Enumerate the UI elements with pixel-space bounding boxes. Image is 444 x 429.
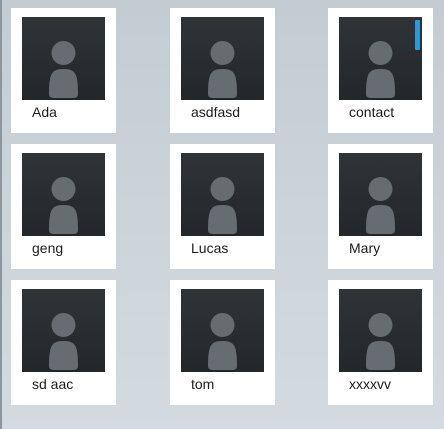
scrollbar-thumb[interactable] [415,20,420,50]
contact-card[interactable]: asdfasd [170,8,275,133]
contact-photo [181,289,264,372]
person-silhouette-icon [208,177,237,234]
person-silhouette-icon [366,41,395,98]
contact-card[interactable]: Ada [11,8,116,133]
contact-photo [22,289,105,372]
contact-photo [181,17,264,100]
contact-card[interactable]: xxxxvv [328,280,433,405]
contact-name: Ada [32,104,57,120]
contact-name: Lucas [191,240,229,256]
contact-name: tom [191,376,215,392]
person-silhouette-icon [208,41,237,98]
window-left-edge [0,0,2,429]
contact-card[interactable]: tom [170,280,275,405]
person-silhouette-icon [366,177,395,234]
person-silhouette-icon [49,177,78,234]
person-silhouette-icon [366,313,395,370]
contact-photo [339,17,422,100]
person-silhouette-icon [208,313,237,370]
contact-name: contact [349,104,395,120]
contact-photo [339,153,422,236]
contact-name: sd aac [32,376,74,392]
contact-name: Mary [349,240,381,256]
contact-name: asdfasd [191,104,241,120]
contact-card[interactable]: Lucas [170,144,275,269]
person-silhouette-icon [49,313,78,370]
contact-photo [22,153,105,236]
contact-photo [339,289,422,372]
person-silhouette-icon [49,41,78,98]
contact-name: geng [32,240,64,256]
contact-card[interactable]: geng [11,144,116,269]
contact-card[interactable]: sd aac [11,280,116,405]
contact-photo [22,17,105,100]
contact-name: xxxxvv [349,376,391,392]
contact-card[interactable]: Mary [328,144,433,269]
contact-photo [181,153,264,236]
